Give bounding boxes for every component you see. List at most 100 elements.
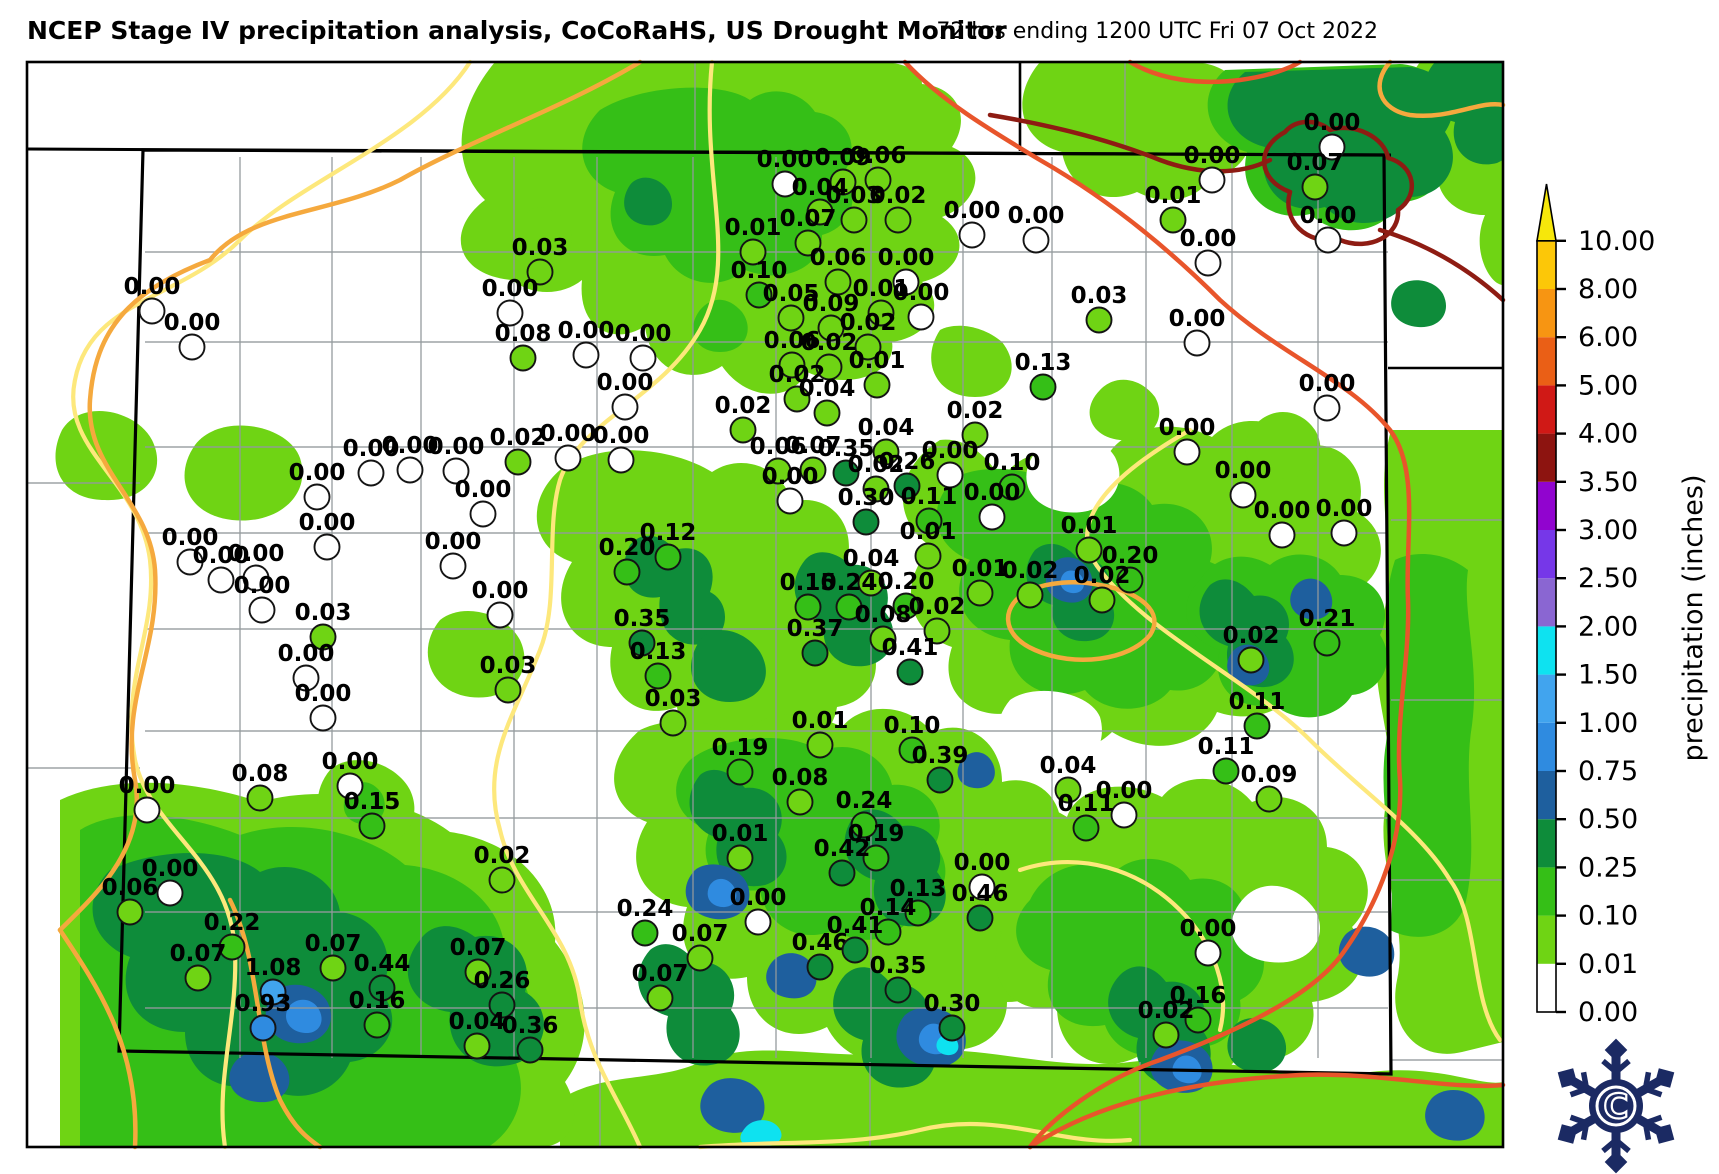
station-value-label: 0.22	[204, 910, 261, 936]
station-value-label: 0.06	[102, 875, 159, 901]
station-dot	[799, 456, 827, 484]
station-value-label: 0.02	[1223, 623, 1280, 649]
station-value-label: 0.00	[482, 276, 539, 302]
station-dot	[138, 297, 166, 325]
station-dot	[739, 238, 767, 266]
station-dot	[1255, 785, 1283, 813]
station-value-label: 0.00	[1159, 415, 1216, 441]
station-value-label: 0.06	[850, 143, 907, 169]
station-value-label: 0.08	[495, 321, 552, 347]
station-dot	[654, 543, 682, 571]
station-value-label: 0.41	[827, 913, 884, 939]
station-dot	[1159, 206, 1187, 234]
station-dot	[176, 548, 204, 576]
station-value-label: 0.02	[909, 594, 966, 620]
precip-region	[184, 425, 303, 521]
station-dot	[892, 268, 920, 296]
station-layer: 0.00 0.090.060.040.030.020.010.070.10 0.06…	[102, 110, 1372, 1064]
station-dot	[745, 281, 773, 309]
station-dot	[292, 664, 320, 692]
station-dot	[776, 487, 804, 515]
station-value-label: 0.00	[597, 370, 654, 396]
colorbar-tick-label: 8.00	[1578, 274, 1638, 305]
station-value-label: 0.08	[855, 602, 912, 628]
station-value-label: 0.02	[1074, 563, 1131, 589]
colorbar-tick-label: 3.50	[1578, 467, 1638, 498]
station-dot	[368, 974, 396, 1002]
colorbar-tick-label: 5.00	[1578, 370, 1638, 401]
station-dot	[915, 507, 943, 535]
station-dot	[504, 448, 532, 476]
station-value-label: 0.00	[558, 318, 615, 344]
station-dot	[509, 344, 537, 372]
station-value-label: 0.16	[349, 988, 406, 1014]
station-value-label: 0.37	[787, 616, 844, 642]
station-dot	[884, 206, 912, 234]
colorbar-segment	[1537, 240, 1556, 289]
station-dot	[486, 601, 514, 629]
station-dot	[607, 446, 635, 474]
station-value-label: 0.04	[799, 376, 856, 402]
precip-region	[1391, 280, 1447, 328]
station-value-label: 0.04	[1040, 753, 1097, 779]
drought-contour-darkred	[987, 112, 1273, 174]
station-value-label: 0.11	[901, 484, 958, 510]
colorbar-segment	[1537, 626, 1556, 675]
station-value-label: 0.24	[836, 788, 893, 814]
station-value-label: 0.08	[232, 761, 289, 787]
station-value-label: 0.16	[1170, 983, 1227, 1009]
station-value-label: 0.11	[1229, 689, 1286, 715]
station-value-label: 0.00	[1180, 226, 1237, 252]
station-value-label: 0.00	[762, 464, 819, 490]
station-dot	[442, 457, 470, 485]
station-dot	[178, 333, 206, 361]
station-dot	[841, 936, 869, 964]
map-frame	[25, 60, 1505, 1149]
colorbar-tick-label: 10.00	[1578, 226, 1655, 257]
station-dot	[786, 788, 814, 816]
drought-contour-red	[902, 59, 1412, 1150]
station-dot	[896, 658, 924, 686]
station-dot	[1152, 1021, 1180, 1049]
station-value-label: 0.07	[170, 941, 227, 967]
station-value-label: 0.02	[840, 310, 897, 336]
station-dot	[729, 416, 757, 444]
station-value-label: 0.06	[764, 328, 821, 354]
colorado-border	[117, 148, 1393, 1076]
colorbar-tick-label: 0.75	[1578, 756, 1638, 787]
station-dot	[554, 444, 582, 472]
colorbar-segment	[1537, 915, 1556, 964]
colorbar-segment	[1537, 819, 1556, 868]
station-value-label: 0.00	[472, 578, 529, 604]
drought-contour-orange	[57, 59, 643, 933]
drought-contour-yellow	[1085, 427, 1503, 1043]
station-dot	[998, 473, 1026, 501]
station-dot	[1054, 776, 1082, 804]
station-value-label: 0.10	[984, 450, 1041, 476]
station-value-label: 0.01	[853, 276, 910, 302]
colorbar-tick-label: 3.00	[1578, 515, 1638, 546]
station-dot	[659, 709, 687, 737]
drought-contour-darkred	[1261, 119, 1415, 247]
station-dot	[1229, 481, 1257, 509]
station-value-label: 0.02	[1138, 998, 1195, 1024]
station-dot	[516, 1036, 544, 1064]
colorbar-segment	[1537, 433, 1556, 482]
station-value-label: 0.04	[792, 175, 849, 201]
station-dot	[914, 542, 942, 570]
station-value-label: 0.20	[599, 535, 656, 561]
station-value-label: 0.00	[730, 885, 787, 911]
station-value-label: 0.12	[640, 520, 697, 546]
drought-contour-darkred	[1377, 227, 1506, 303]
station-dot	[309, 704, 337, 732]
station-dot	[840, 206, 868, 234]
precip-region	[1245, 412, 1321, 479]
station-dot	[966, 579, 994, 607]
station-dot	[1183, 329, 1211, 357]
colorbar-tick-label: 1.50	[1578, 660, 1638, 691]
station-value-label: 0.02	[848, 452, 905, 478]
precip-region	[689, 769, 787, 887]
precip-region	[740, 1120, 782, 1147]
station-dot	[1301, 173, 1329, 201]
